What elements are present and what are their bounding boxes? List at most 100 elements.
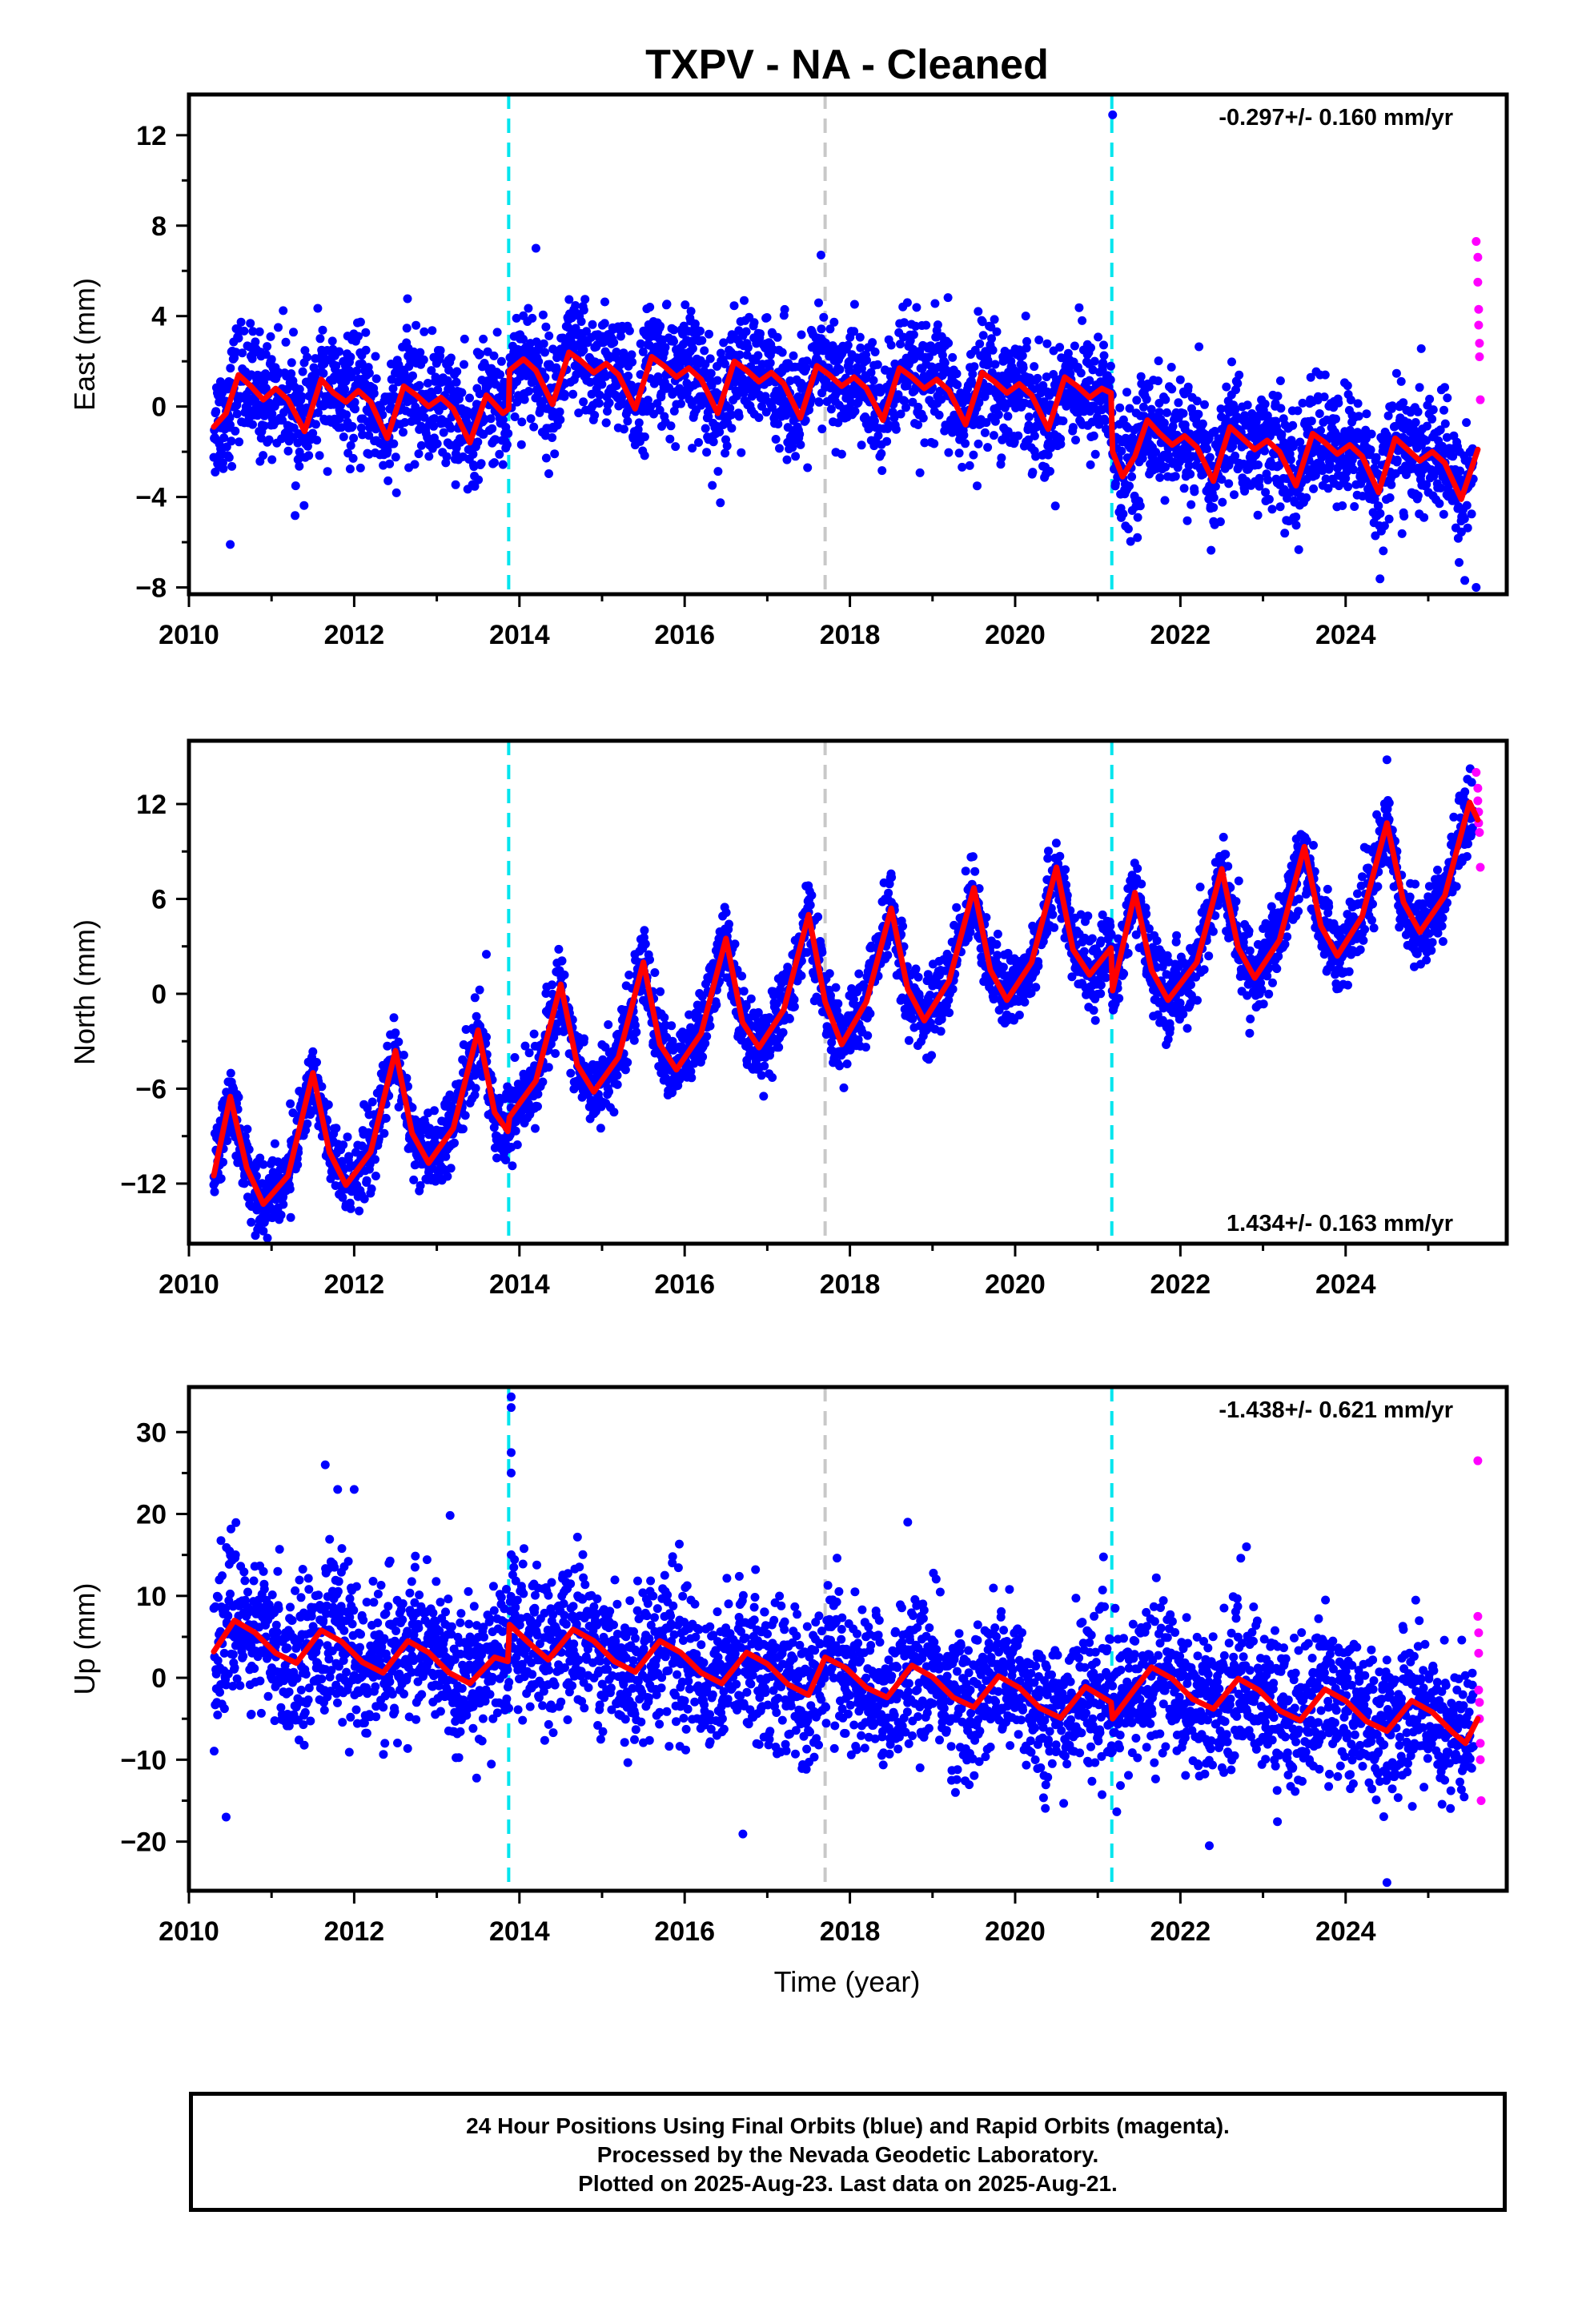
north-point (399, 1051, 408, 1059)
east-point (913, 420, 923, 429)
east-point (743, 343, 753, 352)
east-point (1117, 446, 1126, 456)
east-point (1209, 493, 1219, 502)
north-point (394, 1037, 404, 1047)
east-point (313, 408, 323, 417)
east-point (803, 463, 813, 472)
east-point (232, 409, 242, 419)
east-point (267, 455, 277, 464)
east-point (400, 368, 409, 378)
east-point (1090, 449, 1100, 459)
east-x-tick-label: 2020 (985, 620, 1046, 650)
east-point (954, 448, 964, 458)
east-point (479, 334, 488, 344)
east-point (1205, 452, 1215, 462)
east-point (239, 326, 249, 336)
east-x-tick-label: 2010 (159, 620, 219, 650)
east-point (519, 335, 528, 344)
east-point (1243, 400, 1252, 410)
east-point (713, 376, 722, 385)
east-point (969, 450, 978, 460)
east-point (1254, 460, 1263, 469)
east-point (246, 319, 255, 328)
north-point (243, 1124, 252, 1134)
east-point (579, 305, 588, 315)
east-point (640, 451, 649, 460)
east-point (694, 438, 703, 447)
east-point (295, 461, 304, 471)
east-point (785, 376, 795, 385)
east-point (427, 366, 436, 376)
east-point (476, 349, 485, 359)
east-point (303, 352, 312, 362)
north-point (317, 1082, 327, 1092)
east-point (636, 339, 645, 348)
east-point (716, 348, 725, 358)
east-point (609, 338, 619, 348)
east-point (835, 364, 845, 374)
east-point (1425, 394, 1435, 404)
east-point (1240, 486, 1250, 496)
east-point (595, 390, 604, 400)
east-point (502, 440, 512, 449)
east-point (294, 454, 303, 464)
east-point (1321, 474, 1331, 484)
east-point (351, 404, 359, 414)
east-point (1055, 343, 1065, 352)
east-point (496, 356, 506, 366)
east-point (1320, 370, 1330, 380)
north-point (286, 1212, 295, 1222)
east-point (1021, 312, 1030, 321)
east-point (704, 412, 713, 421)
east-point (789, 351, 798, 360)
east-point (943, 293, 953, 303)
east-point (495, 449, 504, 459)
east-point (997, 453, 1006, 463)
east-point (1076, 368, 1086, 378)
north-point (554, 944, 564, 954)
east-point (782, 455, 792, 464)
east-point (234, 333, 243, 343)
east-point (845, 356, 854, 366)
east-point (452, 377, 461, 387)
north-point (660, 1013, 669, 1023)
east-point (346, 352, 355, 362)
east-point (1387, 480, 1396, 489)
east-point (1123, 525, 1133, 533)
east-point (512, 313, 521, 323)
east-point (1275, 376, 1285, 385)
east-point (1070, 341, 1079, 351)
north-point (511, 1126, 520, 1136)
east-point (1463, 523, 1472, 533)
east-point (967, 379, 977, 388)
east-point (623, 416, 632, 426)
east-point (473, 437, 483, 447)
east-point (345, 464, 355, 474)
east-point (498, 415, 508, 424)
east-point (211, 407, 221, 416)
north-point (548, 980, 556, 990)
north-point (259, 1160, 268, 1169)
east-point (408, 371, 417, 380)
east-point (1179, 484, 1189, 493)
east-point (358, 430, 367, 440)
east-rapid-orbit-point (1474, 320, 1484, 330)
east-point (655, 405, 665, 415)
east-point (510, 412, 520, 421)
east-point (973, 481, 982, 491)
east-point (930, 299, 940, 308)
east-point (364, 431, 374, 440)
east-point (400, 418, 410, 427)
east-point (870, 348, 880, 356)
east-point (1186, 469, 1195, 479)
east-point (423, 379, 432, 388)
east-point (604, 398, 614, 408)
east-point (1391, 368, 1401, 378)
east-rapid-orbit-point (1472, 237, 1481, 247)
east-point (829, 317, 839, 327)
east-point (1411, 418, 1420, 427)
east-point (1350, 502, 1359, 511)
east-point (1260, 446, 1269, 456)
east-point (465, 393, 474, 403)
